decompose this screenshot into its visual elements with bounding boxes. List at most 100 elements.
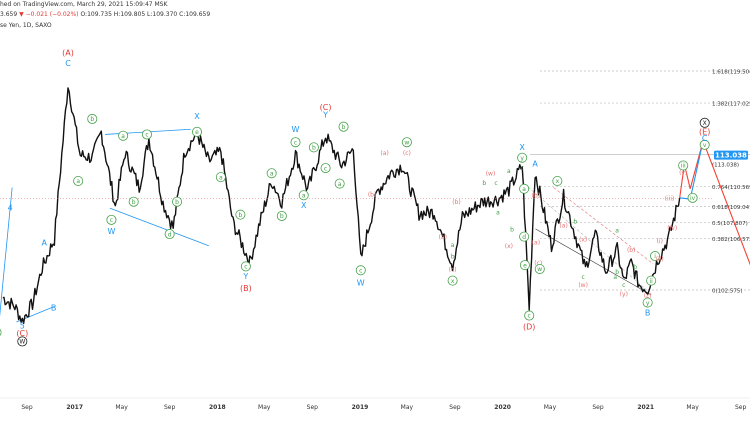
- price-tag-bg: [714, 150, 748, 160]
- wave-label-circle: [646, 275, 657, 286]
- wave-label: x: [451, 278, 455, 285]
- wave-label-circle: [699, 139, 710, 150]
- wave-label-circle: [524, 310, 535, 321]
- wave-label: x: [556, 178, 560, 185]
- wave-label: b: [175, 199, 179, 206]
- wave-label: (x): [579, 237, 587, 244]
- wave-label-circle: [642, 297, 653, 308]
- wave-label: (a): [559, 222, 567, 229]
- wave-label: v: [703, 142, 707, 149]
- wave-label-circle: [519, 183, 530, 194]
- wave-label: a: [121, 133, 125, 140]
- wave-label: B: [645, 308, 651, 317]
- x-tick-label: Sep: [735, 404, 747, 411]
- wave-label-circle: [519, 260, 530, 271]
- wave-label: w: [537, 266, 542, 273]
- x-tick-label: Sep: [449, 404, 461, 411]
- channel-line: [523, 183, 650, 293]
- wave-label: a: [496, 210, 500, 217]
- wave-label: b: [238, 212, 242, 219]
- wave-label: (w): [486, 171, 496, 178]
- wave-label: W: [107, 227, 115, 236]
- wave-label-circle: [141, 129, 152, 140]
- wave-label: (ii): [656, 256, 664, 263]
- wave-label: iv: [690, 195, 696, 202]
- wave-label: c: [294, 139, 297, 146]
- wave-label: (b): [452, 199, 461, 206]
- wave-label: (a): [380, 150, 388, 157]
- wave-label: i: [654, 253, 656, 260]
- x-tick-label: 2017: [66, 404, 83, 411]
- wave-label: (v): [679, 169, 687, 176]
- wave-label-circle: [699, 117, 710, 128]
- wave-label: (c): [403, 150, 411, 157]
- wave-label: W: [357, 279, 365, 288]
- wave-label: c: [244, 264, 247, 271]
- wave-label-circle: [687, 192, 698, 203]
- wave-label: 4: [8, 204, 13, 213]
- wave-label: b: [633, 264, 637, 271]
- wave-label-circle: [266, 168, 277, 179]
- quote-last: 3.659: [0, 11, 18, 18]
- fib-label: 0.764(110.569): [712, 185, 750, 191]
- x-tick-label: 2020: [494, 404, 511, 411]
- wave-label: a: [219, 174, 223, 181]
- wave-label: c: [324, 165, 327, 172]
- wave-label: (E): [699, 127, 710, 136]
- wave-label: W: [19, 339, 25, 346]
- wave-label: Y: [242, 272, 248, 281]
- wave-label: c: [110, 217, 113, 224]
- x-tick-label: May: [686, 404, 699, 411]
- wave-label-circle: [308, 142, 319, 153]
- wave-label: d: [168, 231, 172, 238]
- wave-label: A: [41, 239, 47, 248]
- wave-label: c: [581, 274, 584, 281]
- x-tick-label: May: [258, 404, 271, 411]
- wave-label-circle: [447, 275, 458, 286]
- wave-label: a: [451, 242, 455, 249]
- wave-label-circle: [276, 210, 287, 221]
- wave-label: (iii): [665, 195, 675, 202]
- wave-label: a: [522, 186, 526, 193]
- x-tick-label: May: [544, 404, 557, 411]
- wave-label: (z): [644, 292, 652, 299]
- wave-label: c: [521, 164, 524, 171]
- header-symbol: se Yen, 1D, SAXO: [0, 22, 52, 29]
- wave-label-circle: [192, 126, 203, 137]
- wave-label-circle: [106, 214, 117, 225]
- fib-label: 1.618(119.504): [712, 70, 750, 76]
- wave-label: b: [573, 219, 577, 226]
- wave-label-circle: [355, 265, 366, 276]
- wave-label: b: [510, 226, 514, 233]
- fib-label: 1.382(117.025): [712, 102, 750, 108]
- channel-line: [553, 187, 654, 265]
- price-tag-value: 113.038: [715, 152, 747, 160]
- wave-label-circle: [215, 172, 226, 183]
- wave-label: b: [615, 269, 619, 276]
- wave-label: (w): [578, 282, 588, 289]
- wave-label: A: [532, 160, 538, 169]
- x-tick-label: 2021: [637, 404, 654, 411]
- wave-label: (iv): [667, 225, 677, 232]
- wave-label: (x): [505, 243, 513, 250]
- wave-label: c: [622, 282, 625, 289]
- wave-label: (c): [534, 260, 542, 267]
- wave-label: y: [646, 300, 650, 307]
- wave-label-circle: [517, 152, 528, 163]
- wave-label: b: [342, 124, 346, 131]
- wave-label: X: [703, 120, 707, 127]
- wave-label: X: [194, 112, 200, 121]
- wave-label: b: [280, 213, 284, 220]
- quote-ohlc: O:109.735 H:109.805 L:109.370 C:109.659: [80, 11, 211, 18]
- header-publisher: hed on TradingView.com, March 29, 2021 1…: [0, 1, 168, 8]
- wave-label: W: [292, 125, 300, 134]
- wave-label: w: [404, 139, 409, 146]
- x-tick-label: May: [401, 404, 414, 411]
- wave-label-circle: [128, 196, 139, 207]
- wave-label: e: [195, 129, 199, 136]
- wave-label: (A): [62, 48, 74, 57]
- wave-label: d: [522, 234, 526, 241]
- wave-label-circle: [534, 263, 545, 274]
- wave-label: y: [520, 155, 524, 162]
